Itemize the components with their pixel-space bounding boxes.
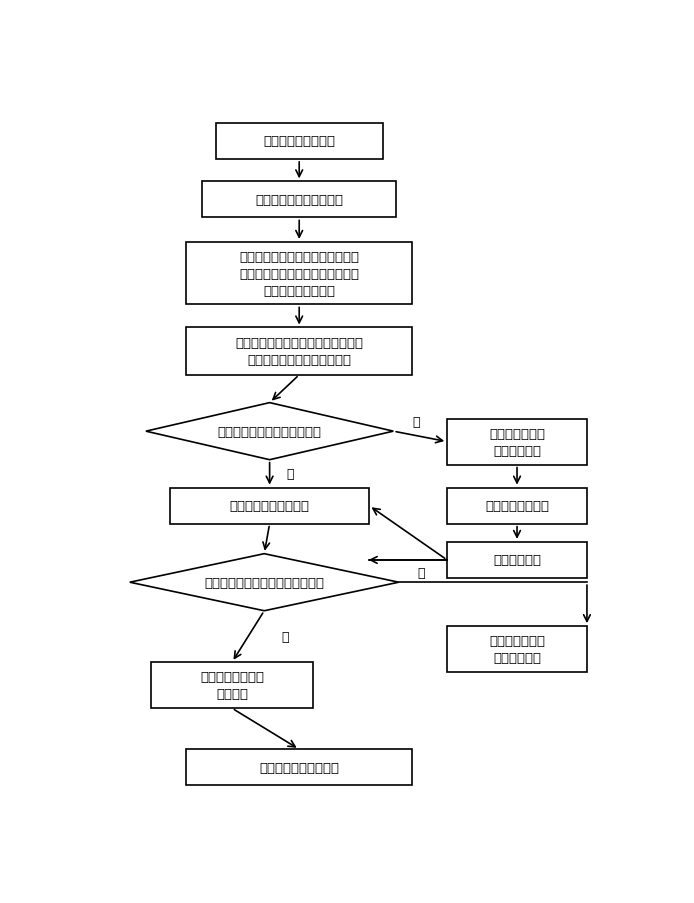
Bar: [186, 749, 412, 786]
Bar: [186, 328, 412, 376]
Polygon shape: [130, 554, 398, 611]
Bar: [216, 124, 382, 160]
Text: 针对具体原因调整优化: 针对具体原因调整优化: [259, 761, 339, 774]
Text: 输入最大、最小负荷日负荷及发电
机出力，边界条件，无功补偿配置
情况，区域电网限值: 输入最大、最小负荷日负荷及发电 机出力，边界条件，无功补偿配置 情况，区域电网限…: [239, 250, 359, 297]
Text: 是: 是: [412, 415, 420, 428]
Text: 输出越限电压: 输出越限电压: [493, 554, 541, 567]
Bar: [447, 488, 587, 524]
Text: 区域内电压是否存在越限情况: 区域内电压是否存在越限情况: [218, 425, 321, 438]
Bar: [447, 627, 587, 672]
Text: 对电网进行分区分层: 对电网进行分区分层: [263, 135, 335, 148]
Text: 分析越限原因，
进行电压微调: 分析越限原因， 进行电压微调: [489, 427, 545, 457]
Bar: [447, 542, 587, 579]
Text: 输出越限主变，并
分析原因: 输出越限主变，并 分析原因: [200, 671, 264, 701]
Text: 否: 否: [281, 630, 289, 643]
Text: 否: 否: [287, 468, 294, 480]
Bar: [203, 182, 396, 219]
Text: 确定所研究区域及其边界: 确定所研究区域及其边界: [255, 193, 344, 207]
Bar: [447, 419, 587, 465]
Text: 重新进行电压计算: 重新进行电压计算: [485, 499, 549, 513]
Text: 输出区域电压情况良好: 输出区域电压情况良好: [230, 499, 310, 513]
Text: 进行潮流计算，调节无功补偿容量，
将区域电网边界调至边界条件: 进行潮流计算，调节无功补偿容量， 将区域电网边界调至边界条件: [235, 337, 363, 367]
Bar: [170, 488, 369, 524]
Bar: [186, 243, 412, 305]
Polygon shape: [146, 403, 393, 461]
Text: 各主变功率因数是否满足限值规定: 各主变功率因数是否满足限值规定: [204, 576, 324, 589]
Text: 输出该区域主变
功率因数良好: 输出该区域主变 功率因数良好: [489, 634, 545, 665]
Text: 是: 是: [418, 566, 425, 580]
Bar: [151, 663, 313, 709]
